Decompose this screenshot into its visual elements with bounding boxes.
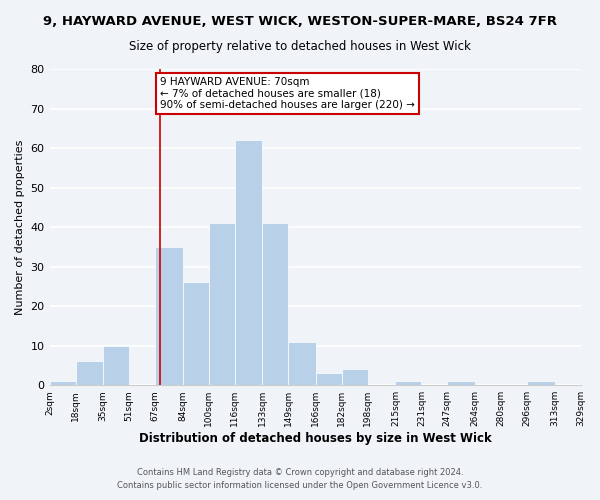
X-axis label: Distribution of detached houses by size in West Wick: Distribution of detached houses by size …	[139, 432, 491, 445]
Bar	[288, 342, 316, 385]
Bar	[50, 382, 76, 385]
Y-axis label: Number of detached properties: Number of detached properties	[15, 140, 25, 315]
Bar	[395, 382, 421, 385]
Text: 9 HAYWARD AVENUE: 70sqm
← 7% of detached houses are smaller (18)
90% of semi-det: 9 HAYWARD AVENUE: 70sqm ← 7% of detached…	[160, 77, 415, 110]
Bar	[76, 362, 103, 385]
Bar	[103, 346, 129, 385]
Bar	[342, 370, 368, 385]
Bar	[235, 140, 262, 385]
Bar	[448, 382, 475, 385]
Bar	[316, 374, 342, 385]
Text: Size of property relative to detached houses in West Wick: Size of property relative to detached ho…	[129, 40, 471, 53]
Bar	[155, 247, 182, 385]
Bar	[527, 382, 554, 385]
Text: 9, HAYWARD AVENUE, WEST WICK, WESTON-SUPER-MARE, BS24 7FR: 9, HAYWARD AVENUE, WEST WICK, WESTON-SUP…	[43, 15, 557, 28]
Bar	[209, 223, 235, 385]
Bar	[182, 282, 209, 385]
Bar	[262, 223, 288, 385]
Text: Contains HM Land Registry data © Crown copyright and database right 2024.
Contai: Contains HM Land Registry data © Crown c…	[118, 468, 482, 489]
